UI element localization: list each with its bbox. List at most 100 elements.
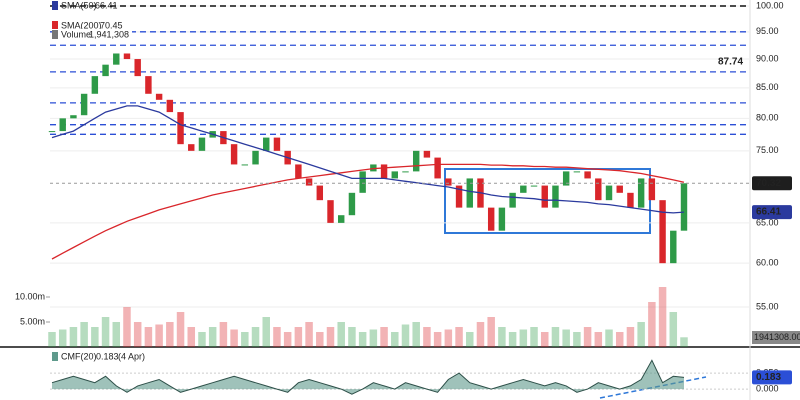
volume-bar — [615, 332, 624, 347]
volume-tick-label: 5.00m — [20, 316, 45, 326]
candle — [338, 215, 345, 223]
sma-line — [51, 105, 685, 214]
candle — [434, 157, 441, 179]
candle — [295, 164, 302, 179]
candle — [380, 164, 388, 179]
value-box — [752, 331, 800, 344]
y-tick-label: 85.00 — [756, 82, 779, 92]
legend-label: SMA(50) — [61, 0, 97, 10]
volume-bar — [326, 327, 335, 347]
candle — [70, 115, 77, 119]
candle — [198, 137, 206, 151]
volume-bar — [412, 322, 420, 347]
volume-bar — [155, 324, 163, 347]
volume-bar — [637, 322, 645, 347]
candle — [412, 150, 420, 172]
volume-bar — [658, 287, 667, 347]
candle — [648, 178, 656, 201]
volume-bar — [583, 327, 592, 347]
volume-bar — [369, 329, 378, 347]
volume-bar — [230, 329, 238, 347]
legend-swatch — [52, 30, 58, 39]
candle — [359, 171, 366, 193]
legend-value: 1,941,308 — [89, 29, 129, 39]
legend-label: Volume — [61, 29, 91, 39]
candle — [145, 76, 152, 94]
candle — [370, 164, 377, 172]
volume-bar — [669, 312, 678, 347]
candle — [348, 192, 356, 216]
volume-bar — [337, 322, 345, 347]
volume-bar — [316, 332, 324, 347]
volume-bar — [166, 322, 174, 347]
volume-bar — [605, 329, 613, 347]
volume-bar — [476, 322, 485, 347]
volume-bar — [530, 327, 538, 347]
volume-bar — [519, 329, 528, 347]
candle — [584, 171, 591, 179]
candle — [605, 185, 613, 201]
value-box-label: 70.32 — [756, 178, 781, 189]
value-box-label: 1941308.00 — [754, 332, 800, 342]
volume-bar — [455, 327, 463, 347]
y-tick-label: 80.00 — [756, 113, 779, 123]
volume-bar — [176, 312, 185, 347]
volume-bar — [112, 322, 121, 347]
legend-label: SMA(200) — [61, 20, 102, 30]
legend-label: CMF(20) — [61, 351, 97, 361]
candle — [102, 64, 109, 77]
volume-bar — [101, 317, 110, 347]
candle — [263, 137, 270, 151]
volume-bar — [187, 327, 196, 347]
candle — [520, 185, 527, 193]
candle — [423, 150, 431, 158]
volume-bar — [508, 332, 517, 347]
candle — [637, 178, 645, 208]
y-tick-label: 100.00 — [756, 0, 784, 10]
candle — [455, 185, 463, 208]
volume-bar — [423, 327, 431, 347]
candle — [316, 185, 324, 201]
candle — [113, 53, 120, 65]
legend: SMA(50) 66.41 SMA(200) 70.45 Volume 1,94… — [52, 0, 145, 361]
volume-bar — [573, 332, 581, 347]
volume-bar — [562, 329, 570, 347]
volume-bar — [262, 317, 270, 347]
candle — [509, 192, 516, 208]
volume-bar — [401, 324, 410, 347]
volume-bar — [58, 329, 67, 347]
volume-bar — [273, 327, 281, 347]
volume-bar — [133, 322, 142, 347]
candle — [552, 185, 559, 208]
volume-bar — [48, 332, 56, 347]
candle — [241, 164, 249, 166]
candle — [230, 144, 238, 165]
range-box — [444, 168, 651, 234]
legend-value: 66.41 — [95, 0, 118, 10]
candle — [595, 178, 602, 201]
cmf-area — [52, 360, 684, 395]
level-label: 87.74 — [718, 56, 743, 67]
volume-bar — [626, 327, 635, 347]
candle — [659, 200, 666, 264]
candle — [562, 171, 570, 186]
candle — [91, 76, 99, 94]
volume-bar — [241, 332, 249, 347]
volume-bar — [305, 322, 313, 347]
candle — [252, 150, 259, 165]
volume-bar — [648, 302, 656, 347]
candle — [166, 99, 174, 113]
y-tick-label: 55.00 — [756, 301, 779, 311]
volume-bar — [91, 327, 99, 347]
candle — [391, 171, 398, 179]
candle — [498, 207, 506, 231]
trend-line — [599, 376, 707, 399]
y-tick-label: 60.00 — [756, 258, 779, 268]
value-box — [752, 205, 792, 220]
volume-bar — [466, 332, 474, 347]
volume-tick-label: 10.00m — [15, 291, 45, 301]
legend-bg — [52, 29, 132, 41]
candle — [188, 144, 195, 151]
